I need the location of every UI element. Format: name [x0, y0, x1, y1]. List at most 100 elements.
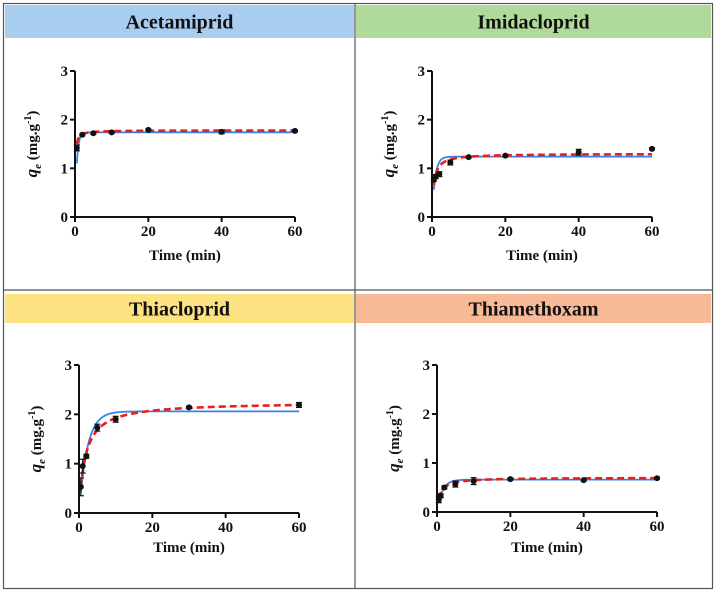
data-point [73, 144, 80, 152]
y-label-sub: e [32, 164, 44, 169]
y-label-unit: (mg.g [387, 418, 403, 458]
pso-fit-line [75, 129, 295, 145]
y-tick-label: 0 [418, 210, 426, 226]
data-marker [507, 476, 514, 483]
x-tick-label: 0 [433, 519, 441, 535]
data-marker [649, 145, 655, 152]
data-point [112, 415, 119, 423]
data-marker [112, 416, 119, 423]
panel-acetamiprid: Acetamiprid 0 1 2 3 0 20 40 60 Time (min) qe (mg.g… [5, 5, 354, 264]
data-marker [575, 149, 582, 156]
y-tick-label: 2 [423, 407, 431, 423]
y-tick-label: 1 [423, 456, 431, 472]
data-marker [654, 475, 660, 482]
y-tick-label: 0 [61, 210, 69, 226]
y-label-close: ) [382, 111, 398, 116]
y-label-q: q [26, 463, 45, 472]
y-label-unit: (mg.g [25, 123, 41, 163]
data-point [447, 159, 454, 166]
y-label-sub: e [36, 459, 48, 464]
x-tick-label: 40 [218, 520, 233, 536]
y-tick-label: 1 [418, 161, 426, 177]
y-label-sup: -1 [380, 116, 391, 124]
data-marker [437, 492, 444, 499]
panel-imidacloprid: Imidacloprid 0 1 2 3 0 20 40 60 Time (min) qe (mg.… [356, 5, 711, 264]
data-marker [83, 453, 90, 460]
data-marker [465, 154, 472, 161]
data-point [108, 129, 115, 136]
y-label-sup: -1 [23, 116, 34, 124]
y-axis-label: qe (mg.g-1) [26, 406, 48, 473]
pfo-fit-line [432, 155, 652, 190]
data-point [507, 476, 514, 483]
data-point [218, 128, 225, 135]
x-tick-label: 0 [75, 520, 83, 536]
data-point [77, 477, 84, 497]
pfo-fit-line [75, 131, 295, 164]
panel-title: Thiacloprid [129, 299, 230, 321]
y-label-sup: -1 [385, 410, 396, 418]
data-point [83, 453, 90, 460]
y-tick-label: 3 [418, 64, 426, 80]
x-axis-label: Time (min) [153, 540, 225, 556]
x-tick-label: 0 [71, 224, 79, 240]
x-tick-label: 20 [141, 224, 156, 240]
y-axis-label: qe (mg.g-1) [384, 405, 406, 472]
pfo-fit-line [79, 410, 299, 493]
x-axis-label: Time (min) [506, 248, 578, 264]
data-point [580, 477, 587, 484]
y-label-sup: -1 [27, 411, 38, 419]
data-point [441, 484, 448, 491]
data-point [292, 127, 298, 134]
x-tick-label: 60 [650, 519, 665, 535]
y-label-unit: (mg.g [382, 123, 398, 163]
data-point [79, 458, 86, 474]
x-axis-label: Time (min) [149, 248, 221, 264]
y-axis-label: qe (mg.g-1) [379, 111, 401, 178]
panel-thiacloprid: Thiacloprid 0 1 2 3 0 20 40 60 Time (min) qe (mg.g… [5, 294, 354, 556]
data-point [437, 492, 444, 499]
data-point [79, 131, 86, 138]
data-point [90, 130, 97, 137]
data-marker [218, 128, 225, 135]
data-marker [447, 159, 454, 166]
x-tick-label: 20 [498, 224, 513, 240]
data-point [436, 171, 443, 178]
panel-thiamethoxam: Thiamethoxam 0 1 2 3 0 20 40 60 Time (min) qe (mg.… [356, 294, 711, 556]
data-marker [90, 130, 97, 137]
data-marker [292, 127, 298, 134]
data-marker [73, 144, 80, 151]
panel-header [356, 5, 711, 38]
x-tick-label: 0 [428, 224, 436, 240]
x-tick-label: 40 [214, 224, 229, 240]
y-label-sub: e [394, 458, 406, 463]
data-marker [502, 152, 509, 159]
data-point [186, 404, 192, 411]
y-label-q: q [384, 463, 403, 472]
data-point [94, 423, 101, 432]
y-label-q: q [22, 168, 41, 177]
panel-title: Imidacloprid [477, 12, 589, 34]
data-marker [441, 484, 448, 491]
data-point [452, 480, 459, 488]
y-label-sub: e [389, 164, 401, 169]
pso-fit-line [432, 152, 652, 186]
y-tick-label: 0 [423, 505, 431, 521]
data-point [575, 148, 582, 156]
data-marker [186, 404, 192, 411]
y-tick-label: 0 [65, 506, 73, 522]
x-tick-label: 40 [571, 224, 586, 240]
x-tick-label: 60 [645, 224, 660, 240]
data-marker [79, 463, 86, 470]
data-marker [452, 481, 459, 488]
data-marker [77, 483, 84, 490]
panel-header [5, 294, 354, 323]
y-tick-label: 2 [65, 407, 73, 423]
panel-title: Acetamiprid [126, 12, 234, 34]
data-point [654, 475, 660, 482]
data-marker [108, 129, 115, 136]
y-tick-label: 1 [65, 457, 73, 473]
y-axis-label: qe (mg.g-1) [22, 111, 44, 178]
